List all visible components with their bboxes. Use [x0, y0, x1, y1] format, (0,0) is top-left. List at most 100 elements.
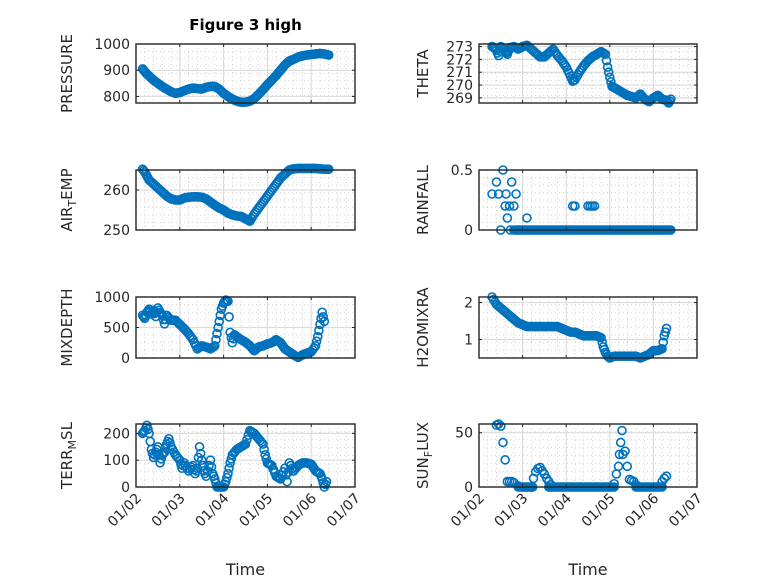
- y-axis-label: H2OMIXRA: [414, 287, 432, 368]
- x-tick-label: 01/06: [622, 490, 662, 530]
- y-tick-label: 1: [464, 333, 473, 349]
- data-point: [143, 424, 153, 435]
- y-tick-label: 270: [446, 78, 473, 94]
- y-axis-label: RAINFALL: [414, 164, 432, 235]
- subplot-rainfall: 0 0.5 RAINFALL: [414, 163, 698, 239]
- axes-box: [478, 43, 698, 104]
- y-tick-label: 0.5: [451, 163, 473, 179]
- data-point: [281, 470, 291, 480]
- y-axis-label: THETA: [414, 49, 432, 99]
- data-point: [258, 439, 268, 449]
- data-point: [311, 336, 322, 347]
- data-point: [601, 55, 612, 66]
- data-series: [137, 295, 330, 363]
- data-point: [158, 448, 169, 459]
- data-point: [522, 213, 532, 223]
- data-point: [615, 437, 626, 448]
- data-point: [659, 473, 670, 484]
- subplot-air: 250 260 AIRTEMP: [58, 163, 356, 239]
- subplot-terr: 0 100 200 01/02 01/03 01/04 01/05 01/06 01/07 TER…: [58, 420, 364, 579]
- data-point: [314, 325, 324, 336]
- data-point: [317, 307, 327, 318]
- x-tick-label: 01/04: [193, 490, 233, 530]
- data-point: [215, 310, 226, 321]
- x-axis-label: Time: [567, 560, 607, 579]
- y-axis-label: AIRTEMP: [58, 168, 79, 231]
- data-point: [661, 471, 672, 481]
- data-point: [511, 189, 521, 199]
- data-point: [589, 201, 600, 211]
- data-point: [310, 340, 321, 351]
- data-point: [173, 453, 184, 464]
- y-tick-label: 2: [464, 296, 473, 312]
- data-point: [222, 472, 232, 483]
- y-tick-label: 50: [455, 426, 473, 442]
- axes-box: [478, 423, 698, 488]
- data-point: [603, 67, 614, 78]
- y-tick-label: 500: [103, 321, 130, 337]
- data-point: [226, 454, 237, 464]
- y-tick-label: 1000: [94, 290, 130, 306]
- data-point: [212, 328, 222, 339]
- y-axis-label: PRESSURE: [58, 34, 76, 113]
- data-point: [211, 334, 221, 345]
- data-point: [559, 60, 570, 70]
- data-series: [487, 292, 672, 363]
- data-point: [602, 62, 613, 72]
- data-point: [658, 337, 669, 348]
- data-point: [214, 316, 225, 327]
- data-point: [661, 323, 672, 334]
- data-point: [487, 189, 497, 199]
- data-point: [242, 434, 252, 445]
- data-point: [206, 462, 217, 472]
- data-point: [223, 468, 233, 479]
- y-tick-label: 1000: [94, 37, 130, 53]
- data-point: [205, 455, 216, 465]
- data-point: [498, 437, 508, 448]
- axes-box: [135, 423, 356, 488]
- data-point: [502, 213, 513, 223]
- data-point: [312, 331, 323, 342]
- x-tick-label: 01/04: [535, 490, 575, 530]
- x-tick-label: 01/03: [492, 491, 532, 531]
- data-point: [224, 463, 234, 474]
- subplot-h2omixra: 1 2 H2OMIXRA: [414, 287, 698, 368]
- data-point: [501, 189, 511, 199]
- y-tick-label: 0: [464, 223, 473, 239]
- data-point: [224, 312, 234, 322]
- data-point: [318, 312, 329, 322]
- data-point: [600, 49, 611, 60]
- data-point: [319, 316, 330, 327]
- data-point: [210, 340, 220, 351]
- data-point: [323, 50, 334, 60]
- axes-box: [478, 296, 698, 359]
- data-point: [596, 332, 606, 343]
- x-tick-label: 01/05: [236, 491, 276, 531]
- data-point: [604, 72, 615, 83]
- x-axis-label: Time: [225, 560, 265, 579]
- data-point: [500, 455, 510, 465]
- axes-box: [478, 169, 698, 231]
- data-point: [240, 439, 251, 449]
- y-tick-label: 269: [446, 91, 473, 107]
- data-point: [321, 476, 332, 487]
- data-point: [323, 164, 334, 174]
- y-tick-label: 0: [464, 480, 473, 496]
- y-tick-label: 800: [103, 89, 130, 105]
- subplot-pressure: 800 900 1000 PRESSURE: [58, 34, 356, 113]
- data-point: [509, 201, 519, 211]
- y-tick-label: 271: [446, 65, 473, 81]
- data-point: [495, 421, 506, 431]
- y-tick-label: 260: [103, 183, 130, 199]
- y-tick-label: 200: [103, 426, 130, 442]
- data-point: [620, 446, 630, 456]
- axes-box: [135, 169, 356, 231]
- data-point: [570, 201, 580, 211]
- y-tick-label: 100: [103, 453, 130, 469]
- y-axis-label: TERRMSL: [58, 421, 79, 490]
- x-tick-label: 01/03: [149, 491, 189, 531]
- data-point: [282, 476, 292, 487]
- data-point: [186, 332, 197, 343]
